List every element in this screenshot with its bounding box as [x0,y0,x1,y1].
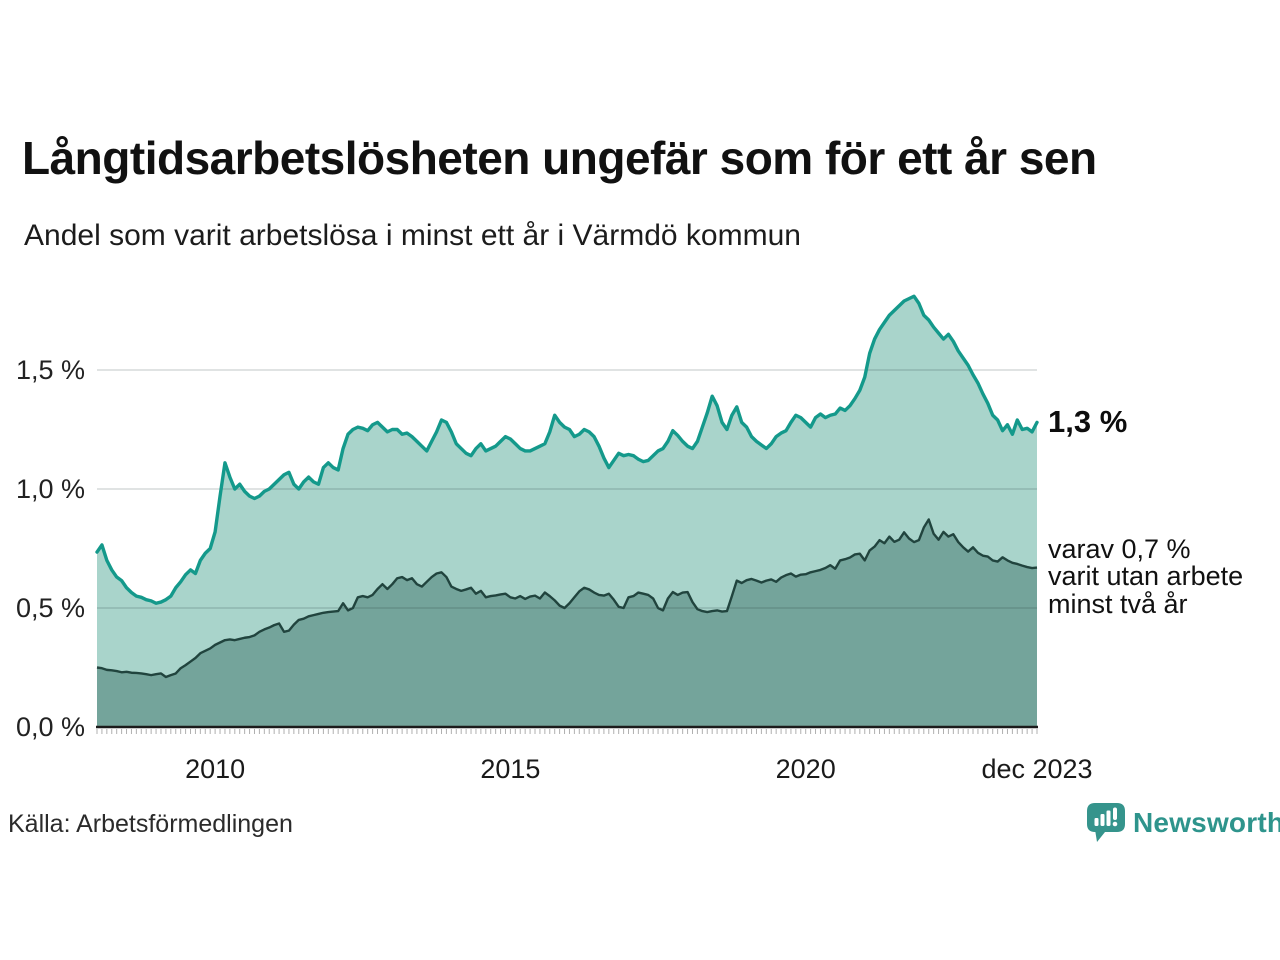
chart-title: Långtidsarbetslösheten ungefär som för e… [22,132,1097,184]
secondary-value-line: varit utan arbete [1048,561,1244,592]
line-one-year [95,294,1039,605]
area-fill-two-years [97,519,1037,727]
latest-value-label: 1,3 % [1048,404,1128,440]
secondary-value-line: minst två år [1048,588,1188,619]
line-two-years [96,518,1038,679]
brand-name: Newsworthy [1133,807,1280,838]
source-attribution: Källa: Arbetsförmedlingen [8,810,293,838]
y-tick-label: 1,5 % [15,355,85,385]
chart-subtitle: Andel som varit arbetslösa i minst ett å… [24,219,801,252]
bar-chart-speech-bubble-icon [1087,803,1125,842]
x-tick-label: 2010 [185,754,246,784]
y-tick-label: 1,0 % [15,474,85,504]
secondary-value-label: varav 0,7 % varit utan arbete minst två … [1048,533,1273,619]
y-tick-label: 0,0 % [15,712,85,742]
x-axis-ticks [96,729,1038,734]
x-tick-label: 2015 [480,754,541,784]
secondary-value-line: varav 0,7 % [1048,533,1191,564]
x-tick-label: 2020 [775,754,836,784]
newsworthy-logo: Newsworthy [1086,802,1280,844]
y-tick-label: 0,5 % [15,593,85,623]
x-tick-label: dec 2023 [981,754,1093,784]
